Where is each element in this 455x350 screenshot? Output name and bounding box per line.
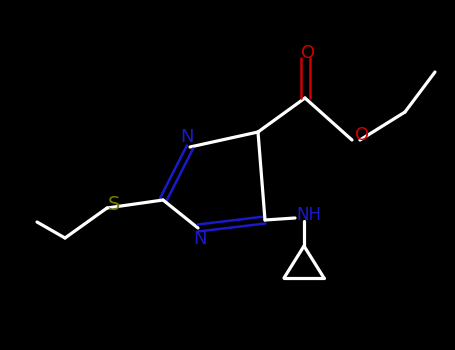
Text: N: N xyxy=(193,230,207,248)
Text: NH: NH xyxy=(297,206,322,224)
Text: S: S xyxy=(108,196,120,215)
Text: N: N xyxy=(180,128,194,146)
Text: O: O xyxy=(301,44,315,62)
Text: O: O xyxy=(355,126,369,144)
